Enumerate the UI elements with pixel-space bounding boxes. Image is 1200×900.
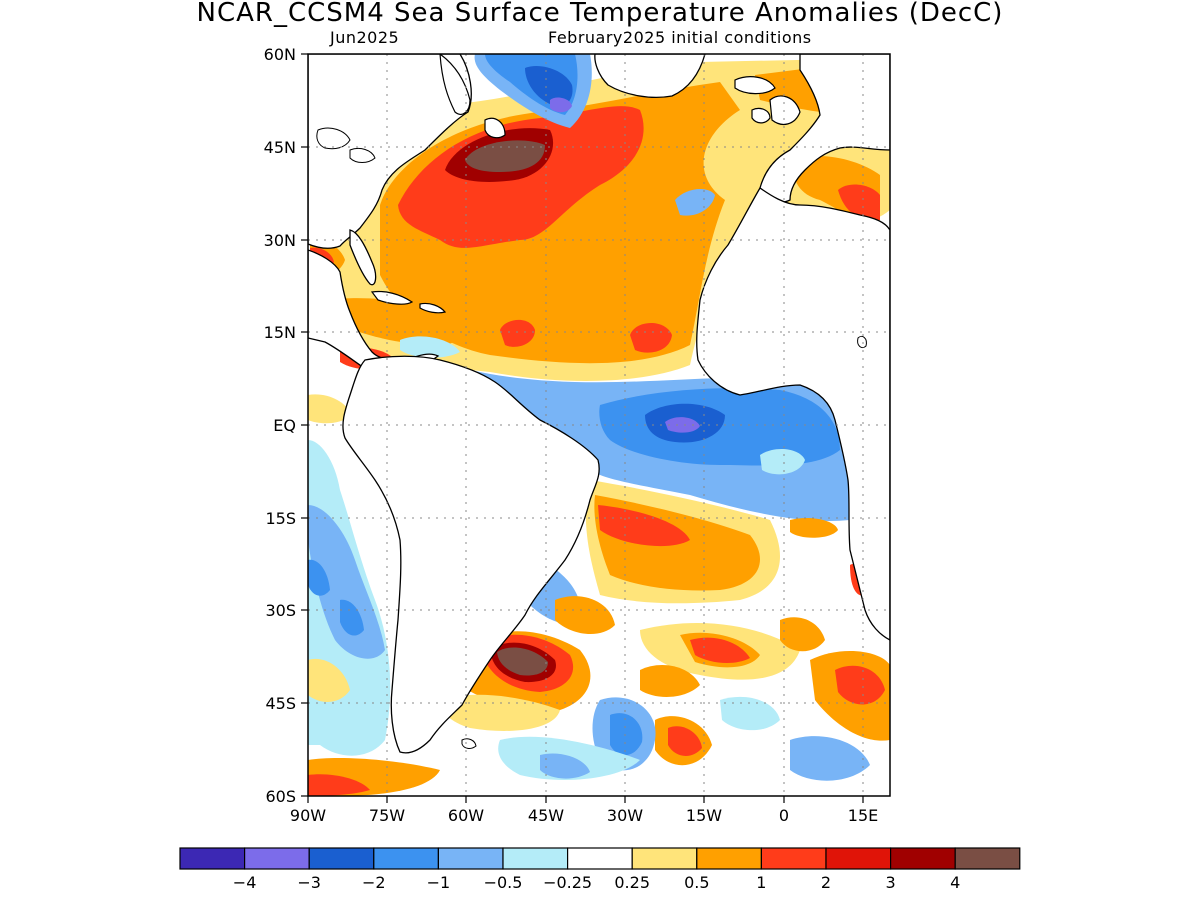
- map-title: NCAR_CCSM4 Sea Surface Temperature Anoma…: [196, 0, 1004, 28]
- lat-label: 30N: [264, 231, 296, 250]
- colorbar-swatch: [889, 847, 956, 870]
- lon-label: 90W: [290, 806, 326, 825]
- colorbar-label: 0.5: [684, 873, 709, 892]
- colorbar-swatch: [179, 847, 246, 870]
- anomaly-region: [665, 417, 700, 433]
- anomaly-region: [835, 665, 885, 705]
- anomaly-region: [790, 518, 838, 538]
- lat-label: 15N: [264, 323, 296, 342]
- anomaly-region: [598, 505, 690, 547]
- anomaly-region: [675, 188, 715, 216]
- colorbar-label: −0.25: [543, 873, 592, 892]
- colorbar-swatch: [954, 847, 1021, 870]
- lon-label: 15W: [686, 806, 722, 825]
- anomaly-region: [790, 736, 870, 781]
- anomaly-region: [497, 647, 548, 676]
- lat-label: 60S: [265, 787, 296, 806]
- anomaly-region: [760, 448, 805, 475]
- anomaly-region: [308, 505, 385, 659]
- land-north-america: [308, 54, 472, 249]
- land-cuba: [370, 290, 414, 305]
- anomaly-region: [630, 322, 672, 353]
- land-africa: [696, 187, 890, 641]
- land-south-america: [342, 355, 600, 754]
- land-greenland: [594, 54, 706, 99]
- anomaly-region: [500, 319, 535, 347]
- axis-ticks: [301, 53, 864, 803]
- anomaly-region: [720, 696, 780, 731]
- anomaly-region: [340, 599, 364, 636]
- colorbar-label: 2: [821, 873, 831, 892]
- land-falklands: [461, 738, 477, 749]
- colorbar-swatch: [825, 847, 892, 870]
- latitude-labels: 60N 45N 30N 15N EQ 15S 30S 45S 60S: [264, 45, 296, 806]
- colorbar-swatch: [631, 847, 698, 870]
- land-labrador: [439, 54, 471, 115]
- colorbar-label: 0.25: [614, 873, 650, 892]
- colorbar-label: −0.5: [484, 873, 523, 892]
- lon-label: 15E: [848, 806, 878, 825]
- forecast-month-label: Jun2025: [330, 28, 400, 47]
- lat-label: 30S: [265, 601, 296, 620]
- land-florida: [349, 229, 377, 286]
- lon-label: 0: [779, 806, 789, 825]
- anomaly-fields: [308, 54, 890, 796]
- anomaly-region: [465, 140, 545, 172]
- lat-label: 45S: [265, 694, 296, 713]
- lon-label: 60W: [448, 806, 484, 825]
- initial-conditions-label: February2025 initial conditions: [548, 28, 812, 47]
- anomaly-region: [308, 774, 370, 796]
- land-madagascar: [857, 335, 867, 349]
- colorbar-swatch: [373, 847, 439, 870]
- anomaly-region: [690, 637, 750, 664]
- anomaly-region: [838, 184, 880, 221]
- colorbar: −4 −3 −2 −1 −0.5 −0.25 0.25 0.5 1 2 3 4: [179, 847, 1021, 892]
- anomaly-region: [780, 617, 825, 652]
- colorbar-swatch: [437, 847, 504, 870]
- lat-label: 15S: [265, 509, 296, 528]
- lat-label: 45N: [264, 138, 296, 157]
- colorbar-label: −4: [233, 873, 257, 892]
- longitude-labels: 90W 75W 60W 45W 30W 15W 0 15E: [290, 806, 878, 825]
- anomaly-region: [555, 596, 615, 635]
- lon-label: 30W: [607, 806, 643, 825]
- colorbar-swatch: [696, 847, 762, 870]
- anomaly-region: [525, 65, 573, 107]
- colorbar-label: −2: [362, 873, 386, 892]
- colorbar-swatch: [244, 847, 310, 870]
- anomaly-region: [540, 753, 590, 779]
- colorbar-label: 3: [886, 873, 896, 892]
- anomaly-region: [610, 713, 643, 756]
- great-lakes: [316, 127, 376, 163]
- anomaly-region: [550, 97, 572, 113]
- land-ireland: [751, 107, 771, 124]
- landmasses: [308, 54, 890, 754]
- anomaly-region: [668, 726, 702, 756]
- land-newfoundland: [484, 117, 506, 139]
- anomaly-region: [440, 694, 560, 731]
- anomaly-region: [308, 559, 330, 596]
- anomaly-region: [400, 336, 460, 358]
- colorbar-swatch: [566, 847, 633, 870]
- colorbar-label: −3: [297, 873, 321, 892]
- land-iceland: [734, 76, 776, 95]
- colorbar-label: −1: [427, 873, 451, 892]
- colorbar-swatch: [760, 847, 827, 870]
- colorbar-label: 4: [950, 873, 960, 892]
- land-hispaniola: [419, 302, 447, 314]
- colorbar-swatch: [308, 847, 375, 870]
- colorbar-swatch: [502, 847, 569, 870]
- anomaly-region: [640, 665, 700, 697]
- lat-label: 60N: [264, 45, 296, 64]
- lon-label: 75W: [369, 806, 405, 825]
- anomaly-region: [308, 394, 352, 424]
- land-britain: [769, 95, 801, 126]
- colorbar-label: 1: [756, 873, 766, 892]
- lon-label: 45W: [528, 806, 564, 825]
- map-gridlines: [308, 54, 890, 796]
- anomaly-region: [308, 658, 350, 702]
- lat-label: EQ: [273, 416, 296, 435]
